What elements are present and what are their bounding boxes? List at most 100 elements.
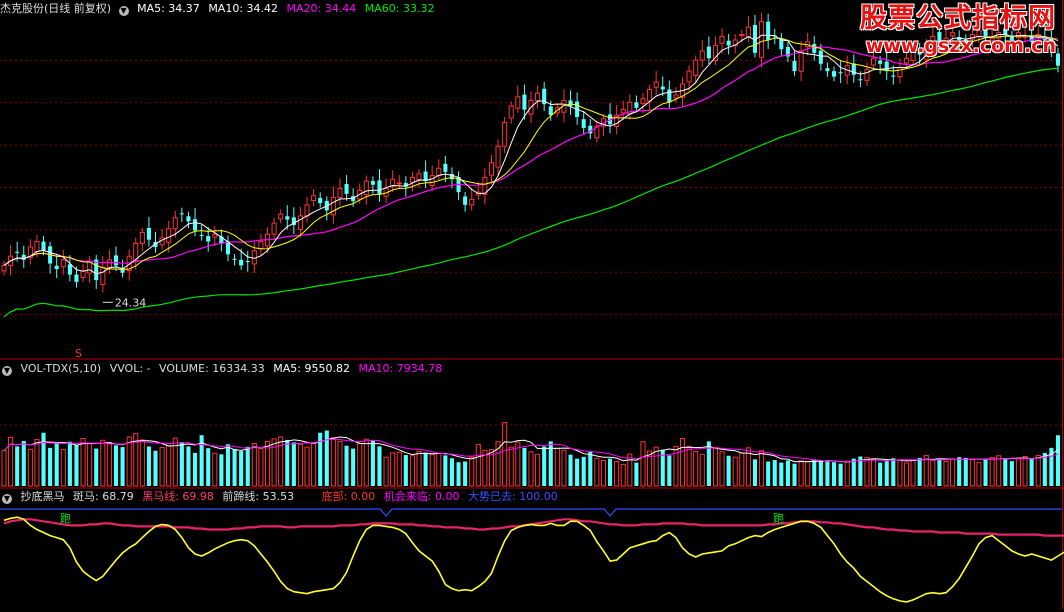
- volume-bar-up: [535, 453, 541, 487]
- stock-title[interactable]: 杰克股份(日线 前复权): [0, 2, 112, 15]
- volume-bar-up: [805, 461, 811, 487]
- indicator-panel-header: ▼ 抄底黑马 斑马: 68.79 黑马线: 69.98 前蹄线: 53.53 底…: [0, 489, 563, 505]
- candle-up: [87, 261, 93, 274]
- vol-title[interactable]: VOL-TDX(5,10): [20, 362, 102, 375]
- candle-up: [133, 242, 139, 262]
- volume-bar-up: [488, 449, 495, 487]
- volume-bar-up: [594, 457, 600, 487]
- chevron-down-circle-icon[interactable]: ▼: [2, 494, 12, 504]
- candle-up: [739, 33, 745, 37]
- candle-up: [897, 66, 903, 78]
- volume-bar-down: [851, 458, 856, 486]
- candle-down: [67, 264, 72, 275]
- volume-bar-up: [508, 446, 514, 487]
- candle-up: [304, 204, 310, 217]
- volume-bar-down: [831, 462, 837, 486]
- volume-bar-up: [759, 450, 765, 487]
- candle-up: [34, 241, 40, 252]
- volume-bar-up: [686, 445, 692, 487]
- chevron-down-circle-icon[interactable]: ▼: [2, 366, 12, 376]
- candle-up: [686, 70, 692, 83]
- volume-bar-up: [1035, 454, 1041, 487]
- candle-down: [54, 265, 59, 270]
- volume-bar-down: [779, 462, 784, 486]
- volume-bar-down: [225, 444, 231, 486]
- volume-bar-up: [627, 453, 633, 487]
- candle-up: [390, 178, 396, 187]
- banma-label: 斑马: 68.79: [73, 490, 134, 503]
- candle-down: [766, 21, 771, 40]
- volume-bar-up: [429, 453, 435, 487]
- volume-bar-down: [245, 446, 250, 486]
- watermark-title: 股票公式指标网: [860, 3, 1056, 34]
- candle-down: [179, 213, 184, 215]
- indicator-title[interactable]: 抄底黑马: [20, 490, 65, 503]
- candle-down: [785, 46, 790, 57]
- candle-down: [206, 236, 211, 242]
- volume-bar-down: [726, 455, 731, 486]
- volume-bar-down: [21, 441, 26, 486]
- candle-down: [318, 197, 323, 204]
- candle-down: [1029, 36, 1034, 42]
- heima-line: [3, 518, 1064, 537]
- watermark-url: www.gszx.com.cn: [865, 35, 1056, 57]
- volume-bar-down: [463, 461, 468, 486]
- volume-bar-down: [443, 455, 448, 486]
- dashi-top-line: [0, 508, 1062, 517]
- candle-up: [166, 228, 172, 243]
- volume-bar-up: [139, 439, 145, 487]
- candle-down: [858, 79, 863, 81]
- volume-bar-down: [291, 442, 296, 486]
- candle-up: [100, 266, 106, 285]
- volume-bar-down: [983, 458, 988, 486]
- volume-bar-down: [344, 445, 349, 486]
- candle-up: [363, 180, 369, 196]
- candle-up: [647, 88, 653, 102]
- volume-bar-up: [969, 459, 975, 487]
- volume-bar-up: [515, 441, 521, 487]
- candle-down: [667, 89, 672, 103]
- ma20-label: MA20: 34.44: [286, 2, 357, 15]
- candle-down: [15, 251, 20, 253]
- volume-bar-up: [614, 461, 620, 487]
- signal-s-marker: S: [75, 347, 82, 360]
- jihui-label: 机会来临: 0.00: [383, 490, 460, 503]
- ma10-label: MA10: 34.42: [208, 2, 279, 15]
- volume-bar-up: [673, 445, 679, 487]
- volume-bar-up: [166, 445, 172, 487]
- candle-up: [871, 57, 877, 66]
- ma10-line: [3, 35, 1059, 270]
- candle-up: [561, 99, 567, 113]
- volume-bar-up: [396, 451, 402, 487]
- volume-bar-up: [620, 463, 626, 487]
- volume-label: VOLUME: 16334.33: [159, 362, 265, 375]
- volume-bar-up: [311, 442, 317, 487]
- chevron-down-circle-icon[interactable]: ▼: [118, 6, 129, 16]
- volume-bar-up: [732, 456, 738, 487]
- volume-bar-up: [864, 457, 870, 487]
- volume-bar-up: [739, 452, 745, 487]
- ma20-line: [3, 37, 1059, 266]
- volume-bar-up: [330, 437, 336, 487]
- vol-ma5-label: MA5: 9550.82: [273, 362, 350, 375]
- volume-bar-up: [1015, 457, 1022, 487]
- candle-down: [917, 48, 922, 55]
- volume-panel-header: ▼ VOL-TDX(5,10) VVOL: - VOLUME: 16334.33…: [0, 361, 447, 377]
- candle-up: [488, 162, 495, 176]
- candle-down: [963, 39, 968, 44]
- volume-bar-up: [337, 440, 343, 487]
- volume-bar-down: [858, 456, 863, 486]
- volume-bar-down: [917, 457, 922, 486]
- volume-ma10-line: [3, 438, 1059, 463]
- candle-up: [258, 241, 264, 250]
- volume-bar-up: [106, 441, 112, 487]
- candle-down: [291, 217, 296, 226]
- candle-down: [113, 255, 119, 266]
- volume-bar-down: [752, 459, 758, 486]
- candle-down: [831, 71, 837, 77]
- volume-bar-up: [679, 437, 686, 487]
- candle-up: [212, 233, 218, 238]
- volume-bar-down: [179, 442, 184, 486]
